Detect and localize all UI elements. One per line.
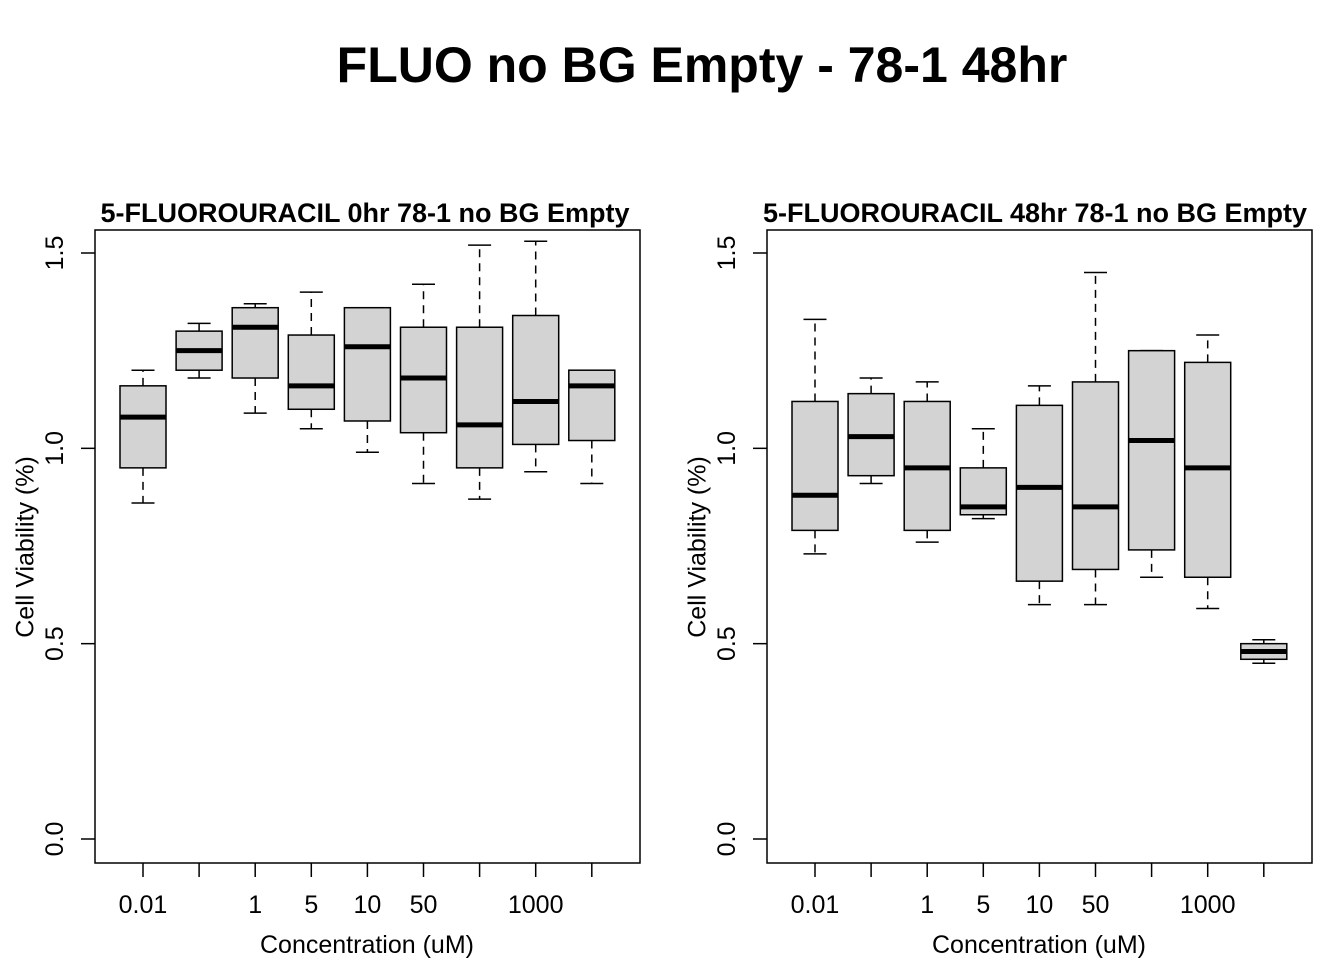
y-tick-label: 1.5 bbox=[41, 236, 69, 271]
left-boxplot-panel: 5-FLUOROURACIL 0hr 78-1 no BG Empty 0.0 0.… bbox=[12, 198, 641, 959]
x-tick-label: 10 bbox=[353, 891, 381, 919]
box-6 bbox=[1071, 271, 1120, 606]
x-tick-label: 0.01 bbox=[791, 891, 840, 919]
x-tick-label: 5 bbox=[304, 891, 318, 919]
box-1 bbox=[791, 318, 839, 555]
y-tick-label: 0.0 bbox=[41, 822, 69, 857]
x-tick-label: 1000 bbox=[1180, 891, 1236, 919]
box-3 bbox=[231, 303, 279, 414]
y-tick-label: 1.0 bbox=[41, 431, 69, 466]
box-7 bbox=[1127, 349, 1176, 579]
box-7 bbox=[455, 244, 504, 500]
x-axis-label: Concentration (uM) bbox=[260, 931, 474, 959]
x-axis-label: Concentration (uM) bbox=[932, 931, 1146, 959]
interquartile-box bbox=[231, 306, 279, 379]
y-tick-label: 0.5 bbox=[41, 626, 69, 661]
interquartile-box bbox=[568, 369, 616, 442]
box-2 bbox=[175, 322, 223, 379]
right-boxplot-panel: 5-FLUOROURACIL 48hr 78-1 no BG Empty 0.0 0… bbox=[684, 198, 1313, 959]
box-3 bbox=[903, 381, 951, 543]
x-tick-label: 50 bbox=[410, 891, 438, 919]
x-tick-label: 5 bbox=[976, 891, 990, 919]
box-9 bbox=[1240, 639, 1288, 664]
interquartile-box bbox=[119, 385, 167, 469]
box-1 bbox=[119, 369, 167, 504]
panel-title: 5-FLUOROURACIL 0hr 78-1 no BG Empty bbox=[100, 198, 629, 228]
y-tick-label: 0.0 bbox=[713, 822, 741, 857]
x-tick-label: 0.01 bbox=[119, 891, 168, 919]
interquartile-box bbox=[1127, 349, 1176, 551]
box-5 bbox=[1015, 385, 1064, 606]
figure-title: FLUO no BG Empty - 78-1 48hr bbox=[337, 37, 1068, 93]
x-tick-label: 10 bbox=[1025, 891, 1053, 919]
y-tick-label: 1.0 bbox=[713, 431, 741, 466]
x-tick-label: 1 bbox=[248, 891, 262, 919]
box-4 bbox=[959, 428, 1008, 520]
interquartile-box bbox=[791, 400, 839, 532]
interquartile-box bbox=[1015, 404, 1064, 582]
y-tick-label: 1.5 bbox=[713, 236, 741, 271]
x-tick-label: 1 bbox=[920, 891, 934, 919]
interquartile-box bbox=[1071, 381, 1120, 571]
box-5 bbox=[343, 306, 392, 453]
box-6 bbox=[399, 283, 448, 485]
box-8 bbox=[511, 240, 560, 473]
interquartile-box bbox=[343, 306, 392, 422]
box-8 bbox=[1183, 334, 1232, 610]
y-axis-label: Cell Viability (%) bbox=[684, 456, 712, 638]
box-2 bbox=[847, 377, 895, 485]
y-tick-label: 0.5 bbox=[713, 626, 741, 661]
panel-title: 5-FLUOROURACIL 48hr 78-1 no BG Empty bbox=[763, 198, 1307, 228]
interquartile-box bbox=[287, 334, 336, 411]
y-axis-label: Cell Viability (%) bbox=[12, 456, 40, 638]
interquartile-box bbox=[455, 326, 504, 469]
box-4 bbox=[287, 291, 336, 430]
box-9 bbox=[568, 369, 616, 485]
x-tick-label: 1000 bbox=[508, 891, 564, 919]
interquartile-box bbox=[511, 314, 560, 446]
x-tick-label: 50 bbox=[1082, 891, 1110, 919]
